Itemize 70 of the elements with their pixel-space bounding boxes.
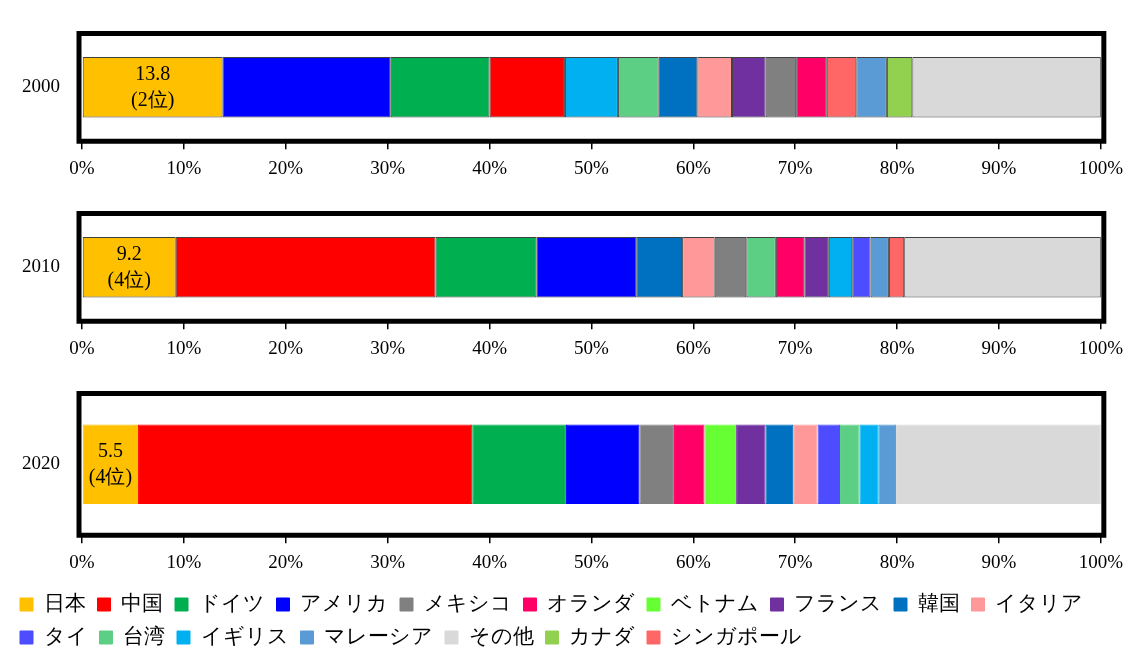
- bar: [704, 424, 737, 504]
- bar: [472, 424, 566, 504]
- x-tick-label: 80%: [879, 156, 915, 178]
- bar: [840, 424, 860, 504]
- x-tick-label: 70%: [777, 156, 813, 178]
- bar: [859, 424, 879, 504]
- x-tick-label: 90%: [981, 550, 1017, 572]
- x-tick-label: 100%: [1078, 336, 1124, 358]
- y-tick-label: 2020: [22, 452, 60, 474]
- x-tick-label: 100%: [1078, 156, 1124, 178]
- legend-label: 中国: [121, 591, 163, 616]
- legend-label: シンガポール: [670, 624, 802, 649]
- x-tick-label: 70%: [777, 336, 813, 358]
- x-tick-label: 30%: [370, 336, 406, 358]
- x-tick-label: 50%: [574, 156, 609, 178]
- legend-label: 韓国: [917, 591, 960, 616]
- legend-label: カナダ: [569, 624, 635, 649]
- bar: [138, 424, 473, 504]
- y-tick-label: 2010: [22, 255, 60, 277]
- bar: [793, 424, 818, 504]
- legend-label: 日本: [43, 591, 86, 616]
- legend-label: フランス: [794, 591, 882, 616]
- x-tick-label: 50%: [574, 550, 609, 572]
- x-tick-label: 10%: [166, 336, 202, 358]
- legend-label: タイ: [43, 624, 88, 649]
- x-tick-label: 0%: [69, 550, 95, 572]
- y-tick-label: 2000: [22, 75, 60, 97]
- x-tick-label: 20%: [268, 156, 304, 178]
- legend-label: その他: [468, 624, 534, 649]
- x-tick-label: 40%: [472, 156, 508, 178]
- legend-label: アメリカ: [300, 591, 388, 616]
- x-tick-label: 50%: [574, 336, 609, 358]
- x-tick-label: 10%: [166, 156, 202, 178]
- bar: [736, 424, 766, 504]
- x-tick-label: 80%: [879, 336, 915, 358]
- x-tick-label: 60%: [675, 156, 711, 178]
- x-tick-label: 0%: [69, 336, 95, 358]
- data-label: 5.5 (4位): [88, 438, 133, 488]
- x-tick-label: 0%: [69, 156, 95, 178]
- legend-label: メキシコ: [423, 591, 512, 616]
- bar: [673, 424, 705, 504]
- x-tick-label: 30%: [370, 550, 406, 572]
- x-tick-label: 60%: [675, 336, 711, 358]
- x-tick-label: 90%: [981, 156, 1017, 178]
- bar: [639, 424, 674, 504]
- x-tick-label: 60%: [675, 550, 711, 572]
- legend-label: イギリス: [200, 624, 289, 649]
- bar: [817, 424, 841, 504]
- x-tick-label: 10%: [166, 550, 202, 572]
- x-tick-label: 20%: [268, 336, 304, 358]
- legend-label: オランダ: [547, 591, 635, 616]
- legend-label: ドイツ: [198, 591, 265, 616]
- legend-label: マレーシア: [324, 624, 433, 649]
- data-label: 9.2 (4位): [107, 241, 151, 291]
- x-tick-label: 80%: [879, 550, 915, 572]
- x-tick-label: 90%: [981, 336, 1017, 358]
- legend-label: ベトナム: [670, 591, 759, 616]
- data-label: 13.8 (2位): [131, 61, 175, 111]
- x-tick-label: 100%: [1078, 550, 1124, 572]
- bar: [765, 424, 794, 504]
- bar: [896, 424, 1101, 504]
- bar: [878, 424, 897, 504]
- x-tick-label: 40%: [472, 550, 508, 572]
- x-tick-label: 20%: [268, 550, 304, 572]
- x-tick-label: 40%: [472, 336, 508, 358]
- legend-label: 台湾: [123, 624, 165, 649]
- x-tick-label: 70%: [777, 550, 813, 572]
- bar: [565, 424, 640, 504]
- legend-label: イタリア: [995, 591, 1083, 616]
- x-tick-label: 30%: [370, 156, 406, 178]
